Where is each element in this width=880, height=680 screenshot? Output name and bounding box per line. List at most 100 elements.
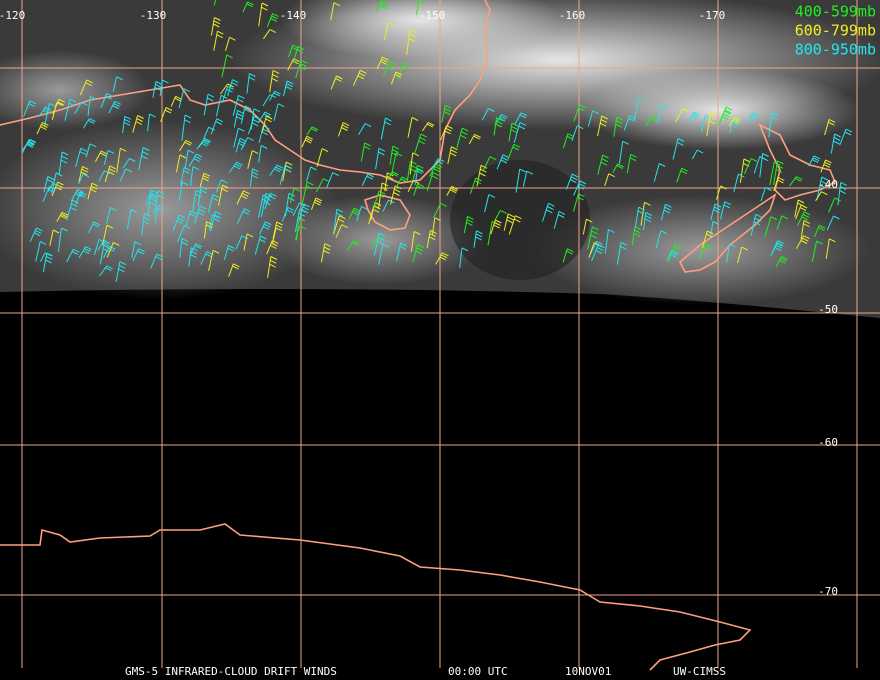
wind-barb [709,221,720,239]
wind-barb [247,150,259,169]
wind-barb [74,101,88,115]
wind-barb [634,206,645,228]
wind-barb [653,163,666,182]
wind-barb [295,217,306,241]
wind-barb [382,61,396,77]
wind-barb [210,118,223,135]
wind-barb [221,54,233,78]
wind-barb [358,123,372,135]
wind-barb [145,189,158,206]
wind-barb [213,30,224,51]
wind-barb [668,243,682,262]
wind-barb [633,97,645,121]
wind-barb [484,194,496,213]
wind-barb [825,238,836,259]
wind-barb [645,115,658,127]
wind-barb [208,249,220,272]
wind-barb [337,122,350,137]
wind-barb [672,138,685,160]
wind-barb [330,75,343,90]
wind-barb [432,217,442,235]
wind-barb [258,194,270,218]
wind-barb [79,79,93,96]
wind-barb [258,145,268,163]
wind-barb [773,176,785,192]
wind-barb [591,244,605,262]
wind-barb [375,1,389,13]
wind-barb [441,104,452,123]
wind-barb [289,187,301,204]
wind-barb [795,204,808,220]
wind-barb [203,93,215,116]
wind-barb [389,145,400,165]
wind-barb [573,180,587,196]
wind-barb [384,22,395,40]
wind-barb [106,207,117,224]
wind-barb [494,209,507,221]
wind-barb [279,164,292,186]
wind-barb [311,197,323,210]
wind-barb [66,248,80,263]
latitude-label: -50 [818,303,838,316]
wind-barb [726,243,736,263]
wind-barb [305,166,317,182]
wind-barb [737,246,748,264]
wind-barb [459,247,469,268]
wind-barb [675,108,690,123]
wind-barb [258,2,269,27]
wind-barb [223,245,235,260]
wind-barb [315,178,330,193]
wind-barb [775,256,788,268]
wind-barb [131,241,142,259]
wind-barb [473,230,483,248]
wind-barb [235,137,247,153]
wind-barb [597,115,608,137]
wind-barb [706,111,717,136]
wind-barb [49,229,60,246]
wind-barb [184,149,195,168]
wind-barb [194,205,207,224]
latitude-label: -40 [818,178,838,191]
wind-barb [566,173,579,190]
latitude-label: -60 [818,436,838,449]
wind-barb [218,184,229,206]
wind-barb [356,205,368,222]
wind-barb [269,90,281,101]
wind-barb [154,204,165,224]
wind-barb [808,155,821,167]
wind-barb [773,160,784,186]
wind-barb [571,125,584,141]
wind-barb [232,94,245,117]
wind-barb [210,17,221,36]
wind-barb [814,224,826,238]
wind-barb [320,243,331,263]
wind-barb [225,36,236,52]
wind-barb [421,122,435,132]
wind-barb [175,154,187,173]
wind-barb [292,46,305,64]
wind-barb [250,108,261,130]
wind-barb [352,69,367,86]
wind-barb [687,111,701,123]
wind-barb [414,168,424,186]
wind-barb [744,158,758,174]
wind-barb [446,185,459,196]
wind-barb [179,238,189,258]
wind-barb [837,181,847,206]
wind-barb [242,1,254,13]
wind-barb [618,140,629,164]
wind-barb [198,137,211,148]
wind-barb [776,215,789,231]
wind-barb [23,100,37,117]
wind-barb [406,160,417,182]
wind-barb [233,109,244,128]
wind-barb [348,207,361,220]
wind-barb [698,243,712,260]
wind-barb [295,59,308,79]
wind-barb [587,110,599,127]
wind-barb [249,168,259,187]
wind-barb [269,69,280,93]
wind-barb [56,211,69,222]
wind-barb [456,127,469,148]
